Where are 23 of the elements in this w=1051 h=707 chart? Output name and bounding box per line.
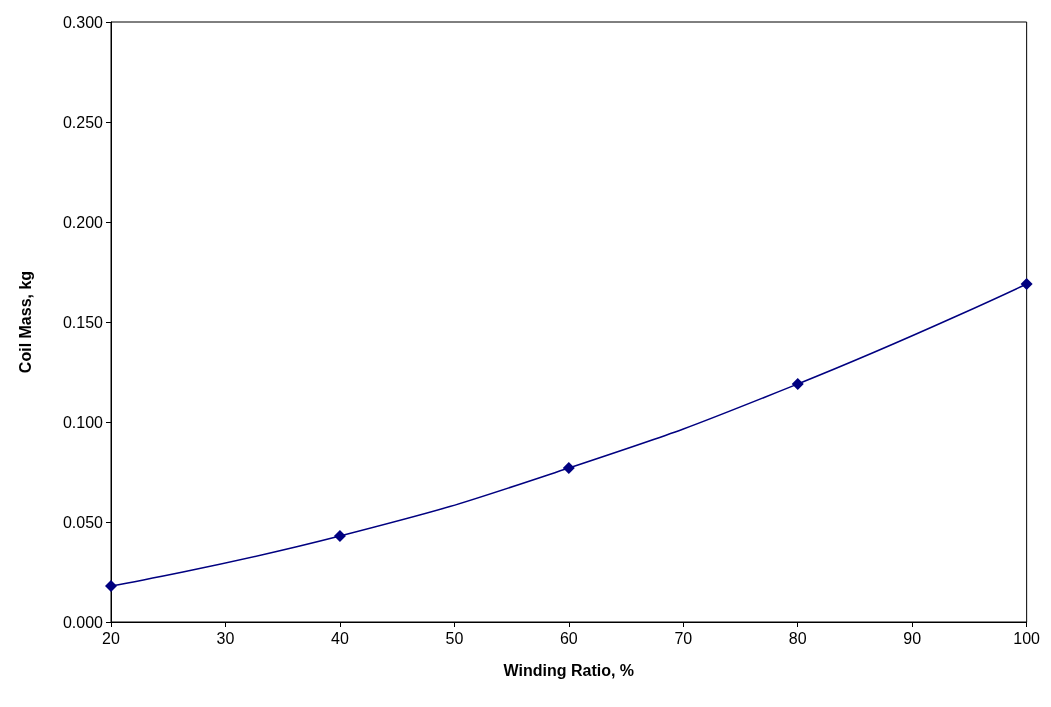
point [791, 378, 804, 390]
point [562, 462, 575, 474]
point [1020, 278, 1033, 290]
x-tick-label: 50 [445, 629, 464, 647]
x-tick-label: 90 [903, 629, 922, 647]
y-tick-label: 0.050 [62, 513, 104, 531]
y-tick-label: 0.250 [62, 113, 104, 131]
x-tick-label: 100 [1013, 629, 1041, 647]
point [333, 530, 346, 542]
x-tick-label: 60 [559, 629, 578, 647]
y-axis-title: Coil Mass, kg [16, 270, 34, 374]
y-tick-label: 0.000 [62, 613, 104, 631]
x-tick-label: 20 [102, 629, 120, 647]
y-tick-label: 0.150 [62, 313, 104, 331]
x-tick-label: 70 [674, 629, 693, 647]
y-tick-label: 0.300 [62, 13, 104, 31]
point [105, 580, 117, 592]
x-tick-label: 80 [788, 629, 807, 647]
x-axis-title: Winding Ratio, % [503, 661, 635, 679]
y-tick-label: 0.100 [62, 413, 104, 431]
y-tick-label: 0.200 [62, 213, 104, 231]
x-tick-label: 40 [331, 629, 349, 647]
x-tick-label: 30 [216, 629, 235, 647]
